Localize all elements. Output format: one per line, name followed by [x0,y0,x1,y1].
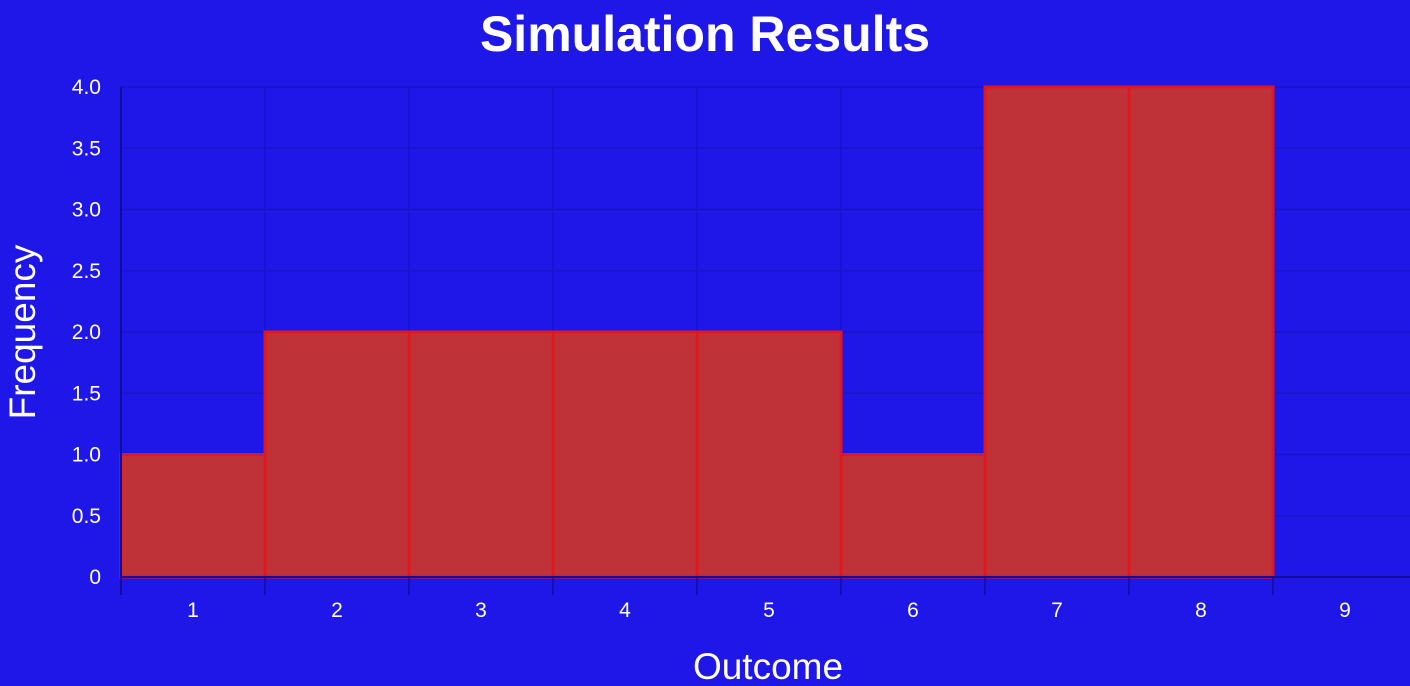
y-tick-label: 2.5 [72,260,101,283]
y-axis-ticks: 0 0.5 1.0 1.5 2.0 2.5 3.0 3.5 4.0 [72,76,101,589]
chart-title: Simulation Results [480,6,930,62]
bar-6 [839,453,987,579]
x-tick-label: 5 [763,599,775,622]
bar-4 [551,330,699,579]
x-tick-label: 6 [907,599,919,622]
x-tick-label: 2 [331,599,343,622]
y-tick-label: 3.0 [72,199,101,222]
bar-3 [407,330,555,579]
x-tick-label: 7 [1051,599,1063,622]
x-axis-ticks: 1 2 3 4 5 6 7 8 9 [120,577,1351,622]
y-tick-label: 2.0 [72,321,101,344]
bar-1 [119,453,267,579]
y-tick-label: 0.5 [72,505,101,528]
axes [120,87,1410,595]
x-tick-label: 8 [1195,599,1207,622]
y-tick-label: 0 [89,566,101,589]
bars [119,85,1275,579]
bar-7 [983,85,1131,579]
bar-8 [1127,85,1275,579]
y-tick-label: 4.0 [72,76,101,99]
y-tick-label: 3.5 [72,137,101,160]
x-tick-label: 3 [475,599,487,622]
x-axis-title: Outcome [693,646,843,686]
x-tick-label: 9 [1339,599,1351,622]
y-tick-label: 1.0 [72,444,101,467]
x-tick-label: 4 [619,599,631,622]
y-tick-label: 1.5 [72,382,101,405]
y-axis-title: Frequency [2,244,43,419]
x-tick-label: 1 [187,599,199,622]
bar-2 [263,330,411,579]
bar-5 [695,330,843,579]
